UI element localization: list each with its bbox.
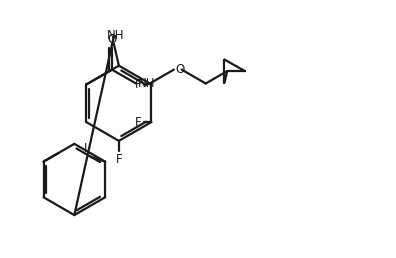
Text: NH: NH	[107, 29, 125, 42]
Text: I: I	[84, 142, 88, 155]
Text: O: O	[107, 33, 117, 46]
Text: NH: NH	[138, 77, 156, 90]
Text: F: F	[116, 153, 122, 166]
Text: F: F	[135, 116, 141, 128]
Text: F: F	[135, 78, 141, 91]
Text: O: O	[176, 63, 185, 76]
